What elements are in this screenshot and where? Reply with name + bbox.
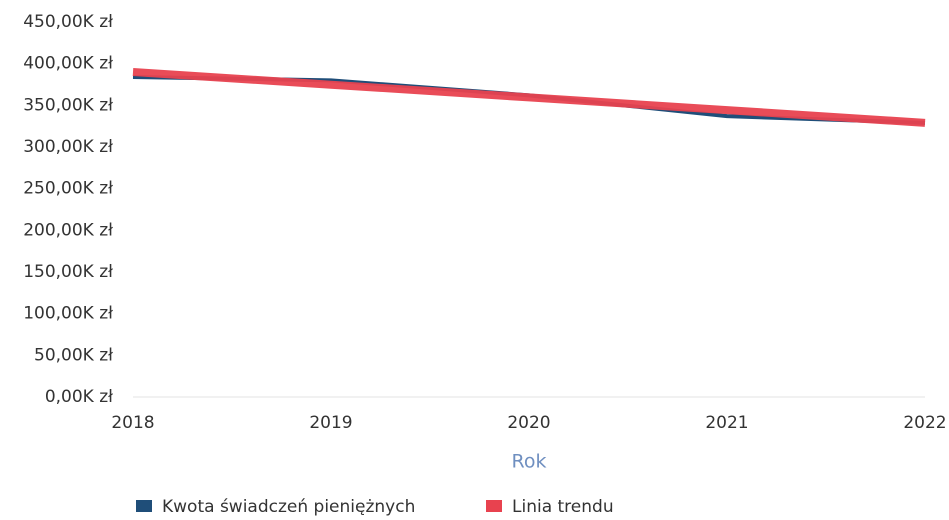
x-tick-label: 2021	[705, 413, 748, 433]
y-tick-label: 200,00K zł	[23, 220, 113, 240]
legend-swatch	[486, 500, 502, 512]
y-tick-label: 150,00K zł	[23, 262, 113, 282]
legend-label: Linia trendu	[512, 497, 614, 517]
y-tick-label: 100,00K zł	[23, 304, 113, 324]
y-tick-label: 300,00K zł	[23, 137, 113, 157]
x-tick-label: 2018	[111, 413, 154, 433]
x-tick-label: 2020	[507, 413, 550, 433]
x-axis-title: Rok	[512, 451, 547, 473]
y-tick-label: 250,00K zł	[23, 179, 113, 199]
y-tick-label: 50,00K zł	[34, 345, 113, 365]
y-tick-label: 400,00K zł	[23, 54, 113, 74]
legend-swatch	[136, 500, 152, 512]
x-tick-label: 2019	[309, 413, 352, 433]
y-tick-label: 0,00K zł	[45, 387, 113, 407]
x-tick-label: 2022	[903, 413, 946, 433]
legend-label: Kwota świadczeń pieniężnych	[162, 497, 415, 517]
y-tick-label: 450,00K zł	[23, 12, 113, 32]
y-tick-label: 350,00K zł	[23, 95, 113, 115]
series-line	[132, 68, 926, 127]
